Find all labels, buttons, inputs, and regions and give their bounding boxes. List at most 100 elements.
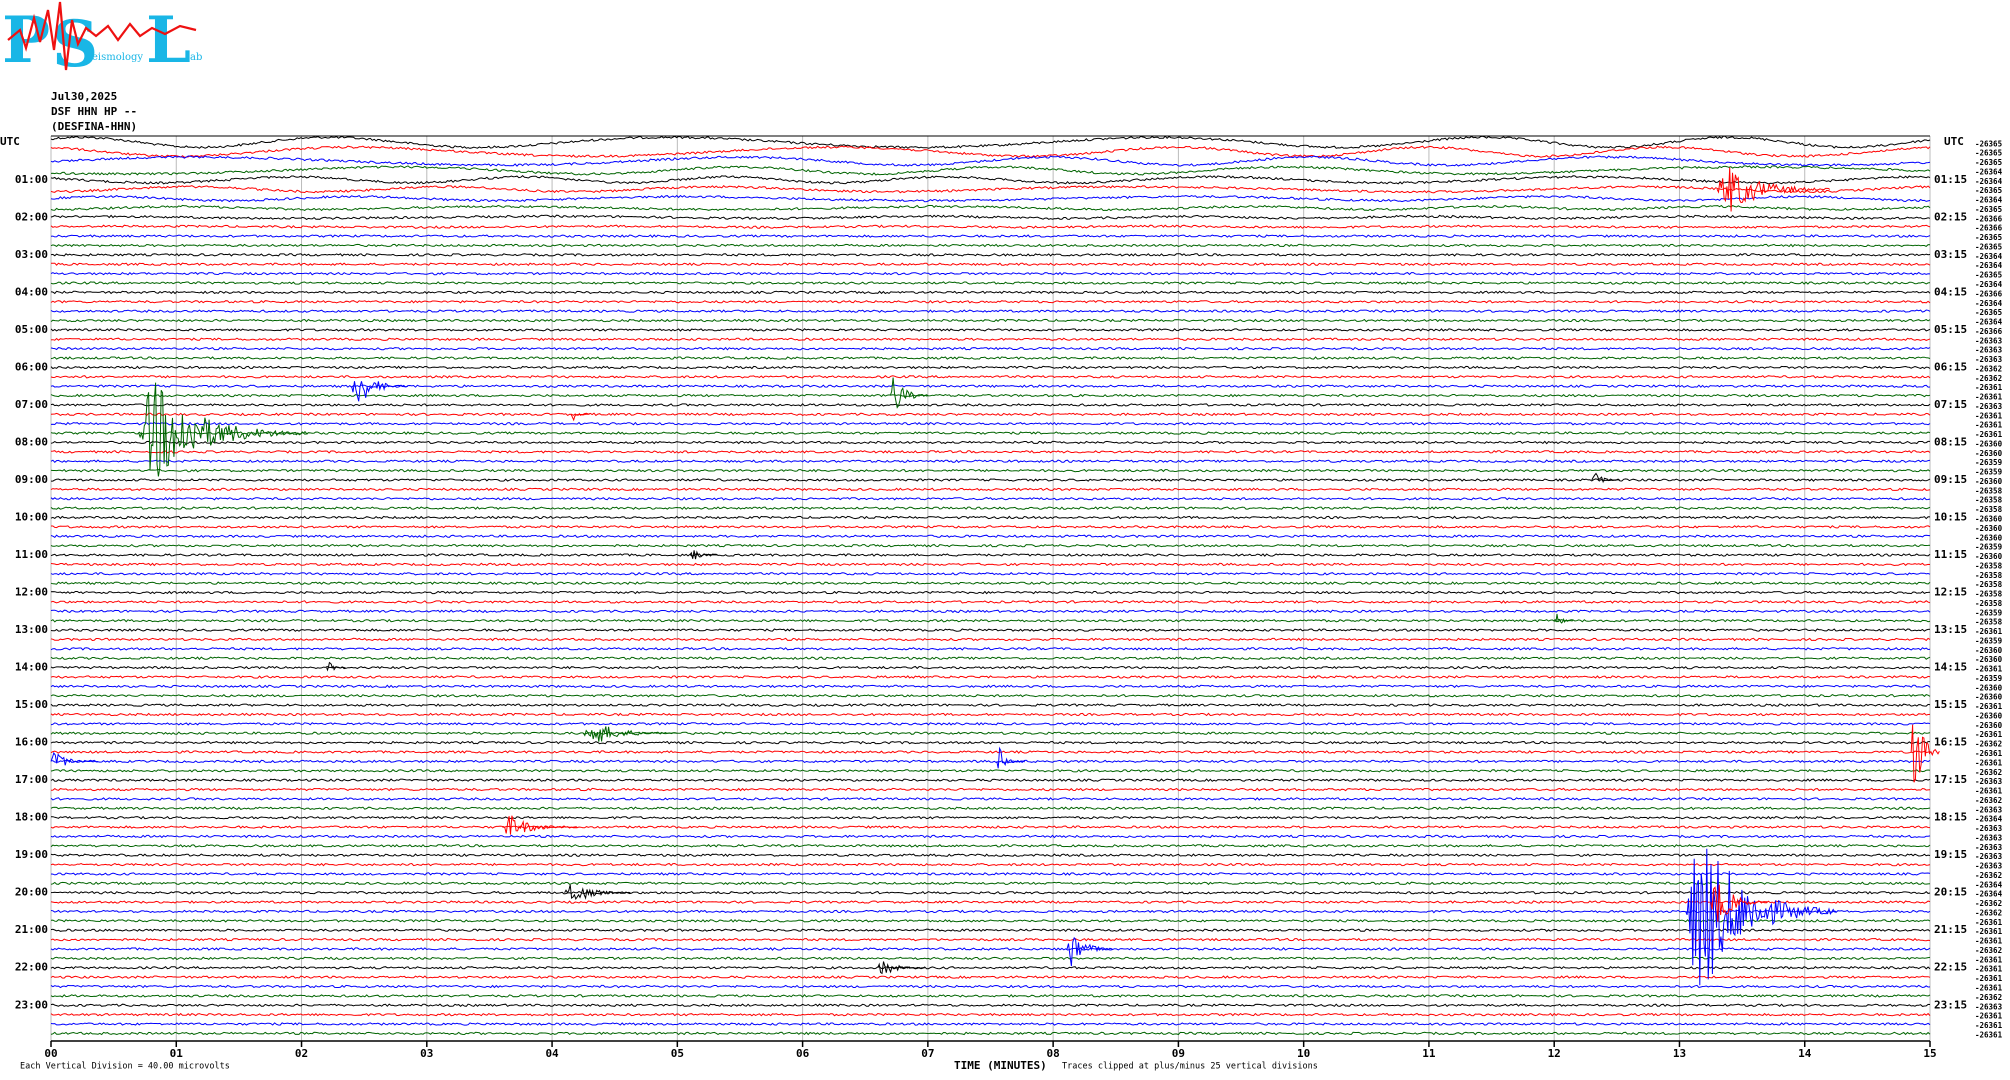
event [1553, 613, 1574, 624]
trace-offset: -26361 [1975, 927, 2003, 936]
trace-offset: -26363 [1975, 852, 2003, 861]
trace-offset: -26366 [1975, 327, 2003, 336]
logo: P S L eismology ab [2, 1, 202, 82]
event [1710, 884, 1768, 922]
trace [50, 145, 1931, 158]
hour-label: 21:15 [1934, 923, 1967, 936]
trace-offset: -26366 [1975, 289, 2003, 298]
trace-offset: -26361 [1975, 787, 2003, 796]
trace-offset: -26361 [1975, 937, 2003, 946]
trace [50, 214, 1931, 220]
hour-label: 17:00 [15, 773, 48, 786]
hour-label: 13:00 [15, 623, 48, 636]
hour-label: 02:00 [15, 210, 48, 223]
scale-note: Each Vertical Division = 40.00 microvolt… [20, 1062, 230, 1072]
trace [50, 787, 1931, 792]
hour-label: 23:15 [1934, 998, 1967, 1011]
trace [50, 984, 1931, 989]
x-tick-label: 13 [1673, 1047, 1686, 1060]
event [564, 884, 631, 900]
hour-label: 17:15 [1934, 773, 1967, 786]
date: Jul30,2025 [51, 90, 117, 103]
trace [50, 496, 1931, 501]
trace-offset: -26359 [1975, 674, 2003, 683]
trace-offset: -26363 [1975, 1002, 2003, 1011]
trace-offset: -26358 [1975, 571, 2003, 580]
event [50, 751, 99, 766]
trace [50, 1031, 1931, 1036]
trace-offset: -26364 [1975, 252, 2003, 261]
trace-offset: -26361 [1975, 749, 2003, 758]
trace-offset: -26361 [1975, 1030, 2003, 1039]
trace [50, 204, 1931, 212]
hour-label: 07:00 [15, 398, 48, 411]
trace-offset: -26358 [1975, 618, 2003, 627]
trace [50, 384, 1931, 389]
trace-offset: -26363 [1975, 805, 2003, 814]
hour-label: 18:00 [15, 811, 48, 824]
trace-offset: -26359 [1975, 636, 2003, 645]
trace-offset: -26365 [1975, 308, 2002, 317]
trace [50, 768, 1931, 773]
trace-offset: -26363 [1975, 777, 2003, 786]
trace [50, 281, 1931, 285]
trace-offset: -26360 [1975, 721, 2003, 730]
trace [50, 1012, 1931, 1017]
x-tick-label: 04 [545, 1047, 559, 1060]
trace [50, 722, 1931, 726]
trace [50, 365, 1931, 370]
hour-label: 05:15 [1934, 323, 1967, 336]
trace [50, 928, 1931, 933]
hour-label: 10:00 [15, 511, 48, 524]
event [570, 412, 590, 422]
trace [50, 806, 1931, 811]
trace [50, 862, 1931, 867]
trace-offset: -26360 [1975, 711, 2003, 720]
trace [50, 135, 1931, 149]
trace-offset: -26361 [1975, 758, 2003, 767]
trace [50, 487, 1931, 492]
trace-offset: -26359 [1975, 543, 2003, 552]
trace-offset: -26365 [1975, 158, 2002, 167]
trace [50, 356, 1931, 360]
trace [50, 185, 1931, 194]
trace-offset: -26361 [1975, 730, 2003, 739]
trace-offset: -26361 [1975, 984, 2003, 993]
trace [50, 562, 1931, 567]
event [138, 382, 309, 477]
trace [50, 318, 1931, 323]
hour-label: 15:00 [15, 698, 48, 711]
trace [50, 468, 1931, 473]
trace-offset: -26360 [1975, 655, 2003, 664]
x-tick-label: 06 [796, 1047, 810, 1060]
trace-offset: -26366 [1975, 224, 2003, 233]
event [1065, 936, 1113, 967]
hour-label: 04:00 [15, 285, 48, 298]
trace-offset: -26364 [1975, 880, 2003, 889]
hour-label: 19:15 [1934, 848, 1967, 861]
trace-offset: -26359 [1975, 468, 2003, 477]
trace [51, 478, 1931, 482]
trace-offset: -26359 [1975, 458, 2003, 467]
trace [50, 346, 1931, 351]
trace-offset: -26362 [1975, 899, 2002, 908]
trace [50, 234, 1931, 238]
x-tick-label: 03 [420, 1047, 433, 1060]
clip-note: Traces clipped at plus/minus 25 vertical… [1062, 1062, 1318, 1072]
trace-offset: -26358 [1975, 505, 2003, 514]
trace-offset: -26360 [1975, 449, 2003, 458]
trace-offset: -26364 [1975, 196, 2003, 205]
event [1716, 167, 1831, 212]
trace-offset: -26361 [1975, 918, 2003, 927]
trace [50, 1003, 1931, 1008]
x-tick-label: 02 [295, 1047, 308, 1060]
trace-offset: -26362 [1975, 374, 2002, 383]
hour-label: 04:15 [1934, 285, 1967, 298]
trace-offset: -26361 [1975, 627, 2003, 636]
trace [50, 647, 1931, 651]
trace-offset: -26361 [1975, 1012, 2003, 1021]
trace [50, 440, 1930, 445]
trace-offset: -26365 [1975, 186, 2002, 195]
hour-label: 11:15 [1934, 548, 1967, 561]
hour-label: 08:00 [15, 435, 48, 448]
